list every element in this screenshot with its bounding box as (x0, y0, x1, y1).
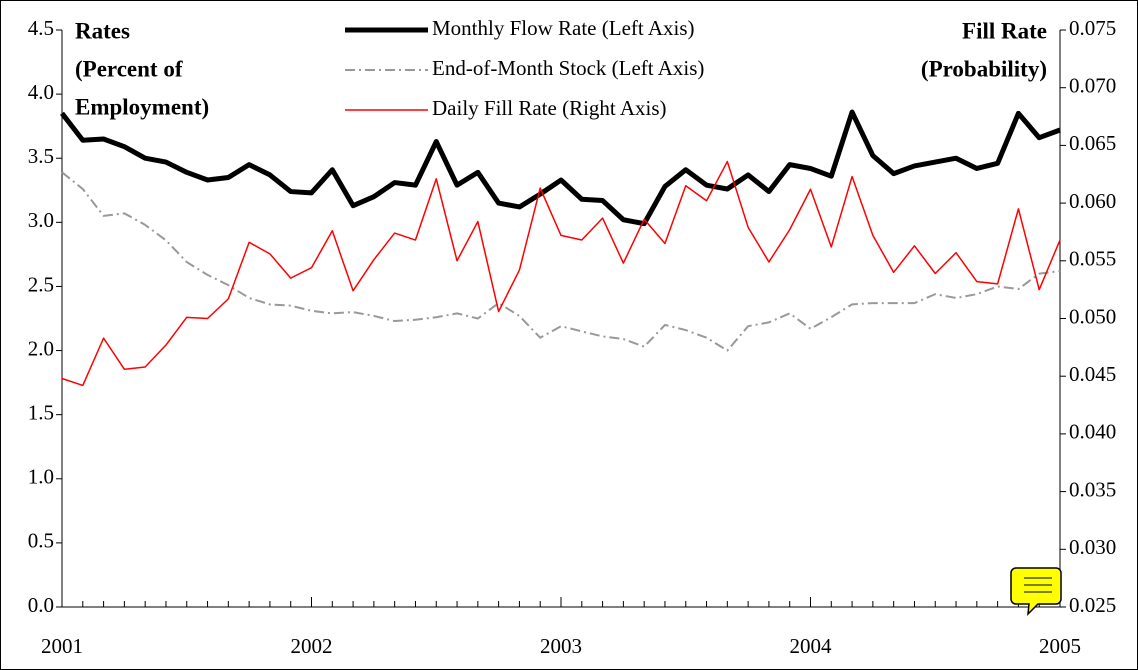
legend-label: End-of-Month Stock (Left Axis) (432, 56, 704, 80)
x-tick-label: 2003 (540, 634, 582, 658)
y2-axis-title: (Probability) (921, 56, 1047, 81)
y-tick-label: 0.0 (28, 593, 54, 617)
y-tick-label: 2.5 (28, 272, 54, 296)
y-tick-label: 4.0 (28, 80, 54, 104)
y-tick-label: 0.5 (28, 529, 54, 553)
y-tick-label: 3.0 (28, 208, 54, 232)
y2-tick-label: 0.065 (1069, 131, 1116, 155)
y-axis-title: (Percent of (75, 56, 183, 81)
y2-tick-label: 0.030 (1069, 535, 1116, 559)
y-axis-title: Rates (75, 18, 130, 43)
y-tick-label: 1.0 (28, 465, 54, 489)
x-tick-label: 2004 (790, 634, 833, 658)
y-tick-label: 1.5 (28, 400, 54, 424)
series-line (60, 109, 1061, 227)
y2-axis-title: Fill Rate (962, 18, 1047, 43)
y2-tick-label: 0.025 (1069, 593, 1116, 617)
legend-label: Daily Fill Rate (Right Axis) (432, 96, 667, 120)
y2-tick-label: 0.070 (1069, 74, 1116, 98)
series-line (61, 160, 1061, 387)
y2-tick-label: 0.035 (1069, 477, 1116, 501)
y2-tick-label: 0.050 (1069, 304, 1116, 328)
x-tick-label: 2002 (291, 634, 333, 658)
x-tick-label: 2005 (1039, 634, 1081, 658)
y2-tick-label: 0.055 (1069, 247, 1116, 271)
series-line (61, 171, 1061, 352)
y-tick-label: 2.0 (28, 336, 54, 360)
y-tick-label: 4.5 (28, 16, 54, 40)
legend-label: Monthly Flow Rate (Left Axis) (432, 16, 694, 40)
y2-tick-label: 0.060 (1069, 189, 1116, 213)
y2-tick-label: 0.040 (1069, 420, 1116, 444)
comment-icon[interactable] (1010, 567, 1062, 617)
y2-tick-label: 0.045 (1069, 362, 1116, 386)
x-tick-label: 2001 (41, 634, 83, 658)
y-axis-title: Employment) (75, 94, 209, 119)
y-tick-label: 3.5 (28, 144, 54, 168)
y2-tick-label: 0.075 (1069, 16, 1116, 40)
